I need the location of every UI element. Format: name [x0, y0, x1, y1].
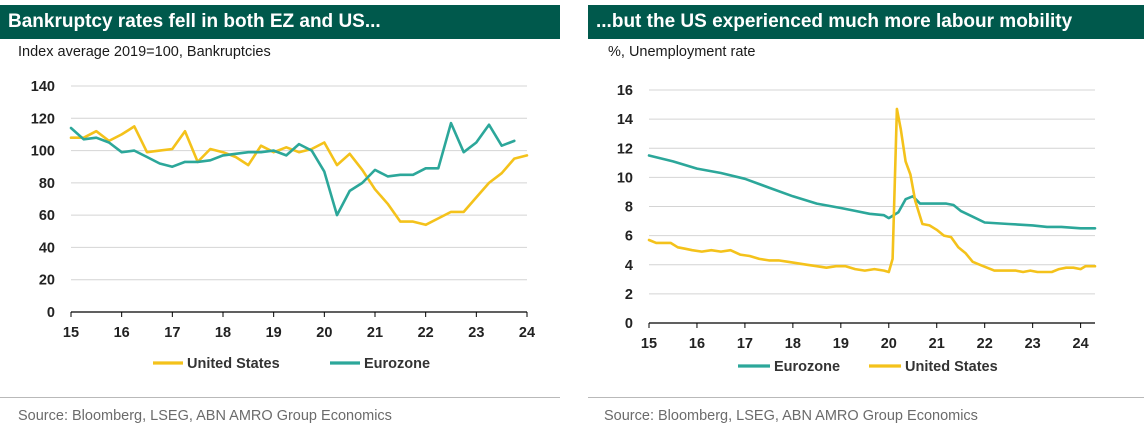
legend-label-united-states: United States — [905, 359, 998, 375]
x-tick-label: 16 — [689, 336, 705, 352]
y-tick-label: 4 — [625, 258, 633, 274]
x-tick-label: 23 — [1025, 336, 1041, 352]
right-chart-panel: ...but the US experienced much more labo… — [588, 0, 1144, 431]
y-tick-label: 16 — [617, 83, 633, 99]
x-tick-label: 20 — [881, 336, 897, 352]
x-tick-label: 17 — [737, 336, 753, 352]
x-tick-label: 18 — [215, 325, 231, 341]
x-tick-label: 19 — [266, 325, 282, 341]
y-tick-label: 14 — [617, 112, 633, 128]
y-tick-label: 12 — [617, 141, 633, 157]
x-tick-label: 19 — [833, 336, 849, 352]
right-source-note: Source: Bloomberg, LSEG, ABN AMRO Group … — [604, 408, 978, 424]
left-source-note: Source: Bloomberg, LSEG, ABN AMRO Group … — [18, 408, 392, 424]
y-tick-label: 2 — [625, 287, 633, 303]
x-tick-label: 15 — [63, 325, 79, 341]
y-tick-label: 8 — [625, 200, 633, 216]
x-tick-label: 18 — [785, 336, 801, 352]
y-tick-label: 0 — [47, 305, 55, 321]
x-tick-label: 23 — [468, 325, 484, 341]
y-tick-label: 0 — [625, 316, 633, 332]
right-chart-subtitle: %, Unemployment rate — [608, 44, 756, 60]
x-tick-label: 24 — [1073, 336, 1089, 352]
left-chart-subtitle: Index average 2019=100, Bankruptcies — [18, 44, 271, 60]
x-tick-label: 17 — [164, 325, 180, 341]
series-line-eurozone — [69, 121, 516, 217]
x-tick-label: 24 — [519, 325, 535, 341]
bankruptcy-chart: 0 20 40 60 80 100 120 140 15 16 17 18 19 20 21 22 23 24 Un… — [31, 79, 535, 372]
legend-label-eurozone: Eurozone — [364, 356, 430, 372]
y-tick-label: 20 — [39, 273, 55, 289]
x-tick-label: 22 — [977, 336, 993, 352]
y-tick-label: 60 — [39, 208, 55, 224]
x-tick-label: 16 — [114, 325, 130, 341]
y-tick-label: 10 — [617, 170, 633, 186]
y-tick-label: 6 — [625, 229, 633, 245]
legend-label-united-states: United States — [187, 356, 280, 372]
y-tick-label: 40 — [39, 240, 55, 256]
x-tick-label: 21 — [929, 336, 945, 352]
y-tick-label: 140 — [31, 79, 55, 95]
x-tick-label: 21 — [367, 325, 383, 341]
right-chart-title: ...but the US experienced much more labo… — [588, 5, 1144, 39]
left-chart-title: Bankruptcy rates fell in both EZ and US.… — [0, 5, 560, 39]
series-line-united-states — [647, 107, 1097, 274]
y-tick-label: 80 — [39, 176, 55, 192]
right-source-divider — [588, 397, 1144, 398]
legend-label-eurozone: Eurozone — [774, 359, 840, 375]
y-tick-label: 120 — [31, 111, 55, 127]
x-tick-label: 22 — [418, 325, 434, 341]
x-tick-label: 20 — [316, 325, 332, 341]
series-line-united-states — [69, 125, 529, 227]
left-source-divider — [0, 397, 560, 398]
y-tick-label: 100 — [31, 144, 55, 160]
x-tick-label: 15 — [641, 336, 657, 352]
series-line-eurozone — [647, 154, 1097, 230]
left-chart-panel: Bankruptcy rates fell in both EZ and US.… — [0, 0, 560, 431]
